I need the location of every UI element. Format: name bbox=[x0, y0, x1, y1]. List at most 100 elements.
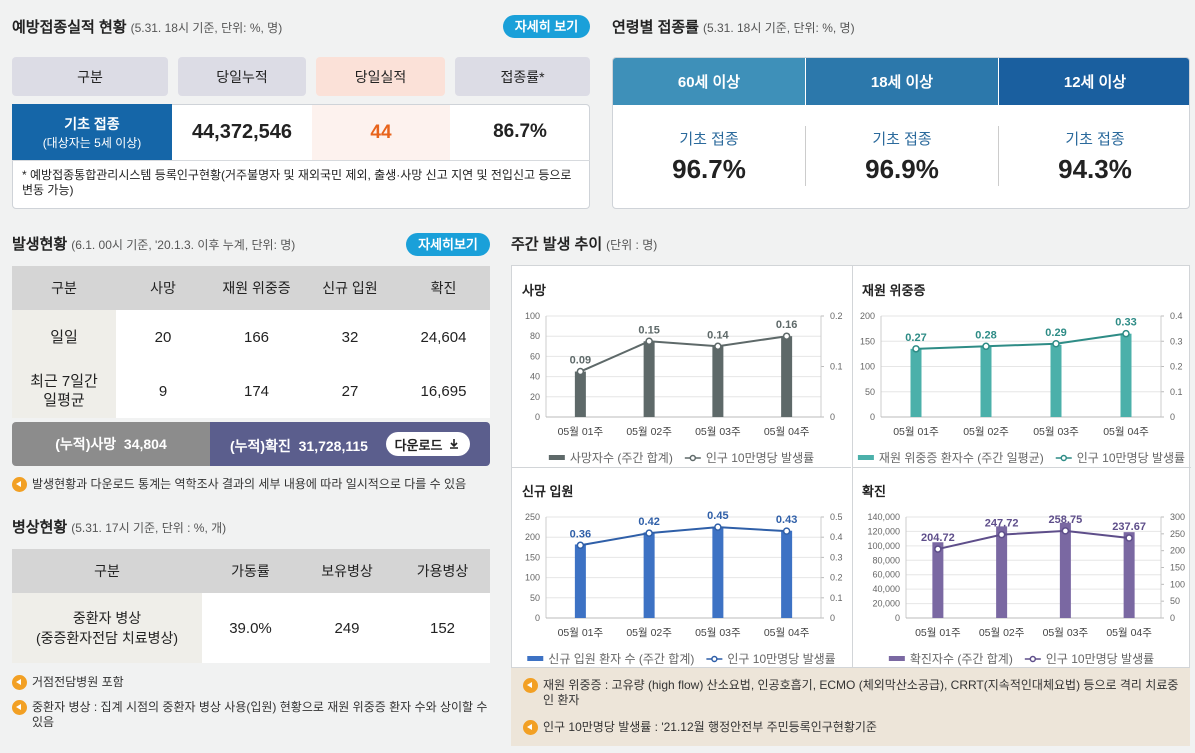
line-marker bbox=[982, 342, 990, 351]
bar bbox=[781, 336, 793, 417]
line-marker bbox=[997, 530, 1006, 539]
row-label: 일일 bbox=[12, 310, 116, 364]
value-cell: 39.0% bbox=[229, 619, 272, 637]
x-tick-label: 05월 02주 bbox=[963, 426, 1009, 438]
data-label: 0.09 bbox=[570, 355, 591, 367]
x-tick-label: 05월 01주 bbox=[558, 627, 604, 639]
legend-label: 사망자수 (주간 합계) bbox=[570, 451, 673, 465]
y2-tick-label: 0 bbox=[830, 613, 835, 623]
note-icon bbox=[12, 675, 27, 690]
data-label: 0.29 bbox=[1045, 327, 1066, 339]
y-tick-label: 40,000 bbox=[872, 584, 900, 594]
x-tick-label: 05월 01주 bbox=[558, 426, 604, 438]
value-cell: 32 bbox=[341, 328, 359, 346]
download-button[interactable]: 다운로드 bbox=[386, 432, 470, 456]
beds-note: 중환자 병상 : 집계 시점의 중환자 병상 사용(입원) 현황으로 재원 위중… bbox=[12, 700, 492, 730]
y2-tick-label: 0.4 bbox=[830, 532, 843, 542]
bar bbox=[574, 371, 586, 417]
cumulative-cases: (누적)확진 31,728,115 다운로드 bbox=[210, 422, 490, 466]
weekly-charts: 사망 0 20 40 60 80 100 0 0.1 0.2 05월 01주 05월 02주 05월 0… bbox=[511, 265, 1191, 668]
age-tab[interactable]: 60세 이상 bbox=[613, 58, 805, 105]
bar bbox=[712, 526, 724, 618]
legend-label: 인구 10만명당 발생률 bbox=[1046, 652, 1154, 666]
legend: 확진자수 (주간 합계) 인구 10만명당 발생률 bbox=[888, 652, 1154, 666]
sublabel: (중증환자전담 치료병상) bbox=[35, 630, 178, 646]
note-icon bbox=[523, 720, 538, 735]
line-marker bbox=[645, 529, 653, 537]
section-title: 주간 발생 추이 bbox=[511, 236, 603, 253]
y-tick-label: 0 bbox=[870, 412, 875, 422]
detail-button[interactable]: 자세히보기 bbox=[406, 233, 490, 256]
section-title: 발생현황 bbox=[12, 236, 68, 253]
section-subtitle: (5.31. 18시 기준, 단위: %, 명) bbox=[702, 21, 855, 35]
divider bbox=[12, 160, 590, 161]
rate: 96.9% bbox=[865, 154, 939, 184]
line-marker bbox=[1061, 527, 1070, 535]
section-subtitle: (단위 : 명) bbox=[606, 238, 658, 252]
row-label: 최근 7일간 일평균 bbox=[12, 364, 116, 418]
bar bbox=[1120, 333, 1132, 417]
value-cell: 20 bbox=[154, 328, 172, 346]
y-tick-label: 200 bbox=[525, 532, 540, 542]
value-cell: 44,372,546 bbox=[191, 120, 293, 143]
bar bbox=[574, 544, 586, 618]
y2-tick-label: 0.4 bbox=[1170, 311, 1183, 321]
chart-title: 확진 bbox=[862, 484, 886, 499]
age-tab[interactable]: 18세 이상 bbox=[806, 58, 998, 105]
legend-label: 인구 10만명당 발생률 bbox=[1077, 451, 1185, 465]
vaccination-heading: 예방접종실적 현황 (5.31. 18시 기준, 단위: %, 명) bbox=[12, 16, 282, 37]
chart-title: 재원 위중증 bbox=[862, 283, 925, 298]
header-cell: 가용병상 bbox=[416, 563, 469, 579]
x-tick-label: 05월 02주 bbox=[979, 627, 1025, 639]
chart-title: 신규 입원 bbox=[522, 484, 573, 499]
weekly-heading: 주간 발생 추이 (단위 : 명) bbox=[511, 233, 657, 254]
detail-button[interactable]: 자세히 보기 bbox=[503, 15, 590, 38]
age-panel: 60세 이상 18세 이상 12세 이상 기초 접종 기초 접종 기초 접종 9… bbox=[612, 57, 1190, 209]
y-tick-label: 80 bbox=[530, 331, 540, 341]
data-label: 204.72 bbox=[921, 532, 955, 544]
x-tick-label: 05월 04주 bbox=[1103, 426, 1149, 438]
x-tick-label: 05월 03주 bbox=[1033, 426, 1079, 438]
header-cell: 사망 bbox=[150, 280, 176, 296]
value-cell: 166 bbox=[243, 328, 270, 346]
value-cell: 86.7% bbox=[493, 121, 547, 142]
x-tick-label: 05월 02주 bbox=[626, 426, 672, 438]
data-label: 0.42 bbox=[638, 516, 659, 528]
section-title: 병상현황 bbox=[12, 519, 68, 536]
beds-heading: 병상현황 (5.31. 17시 기준, 단위 : %, 개) bbox=[12, 516, 226, 537]
y2-tick-label: 0.3 bbox=[1170, 336, 1183, 346]
note-icon bbox=[12, 477, 27, 492]
chart-title: 사망 bbox=[522, 283, 546, 298]
y2-tick-label: 0 bbox=[1170, 613, 1175, 623]
bar bbox=[996, 526, 1008, 618]
x-tick-label: 05월 03주 bbox=[695, 426, 741, 438]
header-cell: 구분 bbox=[12, 57, 168, 96]
y-tick-label: 50 bbox=[530, 593, 540, 603]
y-tick-label: 50 bbox=[865, 387, 875, 397]
sublabel: (대상자는 5세 이상) bbox=[42, 135, 142, 150]
data-label: 0.36 bbox=[570, 528, 591, 540]
legend: 사망자수 (주간 합계) 인구 10만명당 발생률 bbox=[548, 451, 814, 465]
legend: 신규 입원 환자 수 (주간 합계) 인구 10만명당 발생률 bbox=[527, 652, 836, 666]
legend-label: 신규 입원 환자 수 (주간 합계) bbox=[548, 652, 694, 666]
bar bbox=[643, 532, 655, 618]
header-cell: 재원 위중증 bbox=[222, 280, 291, 296]
note-icon bbox=[523, 678, 538, 693]
note-icon bbox=[12, 700, 27, 715]
chart: 사망 0 20 40 60 80 100 0 0.1 0.2 05월 01주 05월 02주 05월 0… bbox=[522, 283, 843, 465]
legend-swatch bbox=[548, 455, 565, 460]
y2-tick-label: 0 bbox=[1170, 412, 1175, 422]
data-label: 0.43 bbox=[776, 514, 797, 526]
line-marker bbox=[576, 367, 585, 376]
legend-label: 재원 위중증 환자수 (주간 일평균) bbox=[879, 451, 1044, 465]
x-tick-label: 05월 03주 bbox=[695, 627, 741, 639]
row-label: 중환자 병상 (중증환자전담 치료병상) bbox=[12, 593, 202, 663]
beds-note: 거점전담병원 포함 bbox=[12, 675, 492, 690]
header-cell: 확진 bbox=[430, 280, 457, 296]
x-tick-label: 05월 02주 bbox=[626, 627, 672, 639]
data-label: 0.33 bbox=[1115, 317, 1136, 329]
note-text: 인구 10만명당 발생률 : '21.12월 행정안전부 주민등록인구현황기준 bbox=[543, 720, 877, 734]
legend-label: 확진자수 (주간 합계) bbox=[910, 652, 1013, 666]
age-tab[interactable]: 12세 이상 bbox=[999, 58, 1189, 105]
